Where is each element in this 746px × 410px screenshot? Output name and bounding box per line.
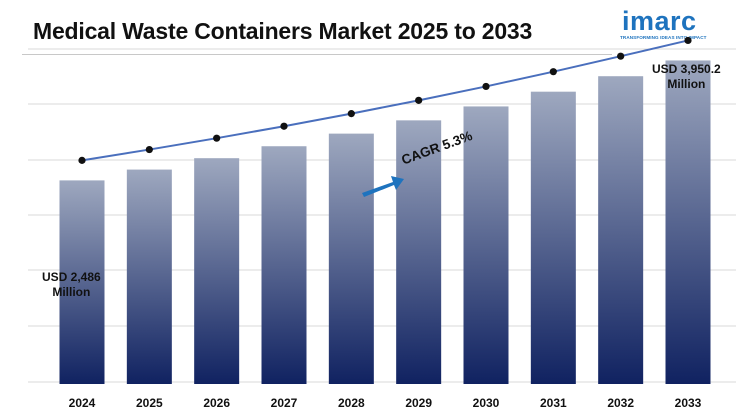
start-value-line2: Million [52,285,91,299]
x-tick-2025: 2025 [136,396,163,410]
trend-point-2024 [78,156,86,164]
bar-2031 [530,91,576,384]
trend-line [78,36,692,164]
end-value-line1: USD 3,950.2 [652,62,721,76]
x-tick-2028: 2028 [338,396,365,410]
x-tick-2031: 2031 [540,396,567,410]
x-tick-2029: 2029 [405,396,432,410]
cagr-arrow-shape [362,176,404,197]
start-value-line1: USD 2,486 [42,270,101,284]
bar-2033 [665,60,711,384]
trend-point-2027 [280,122,288,130]
x-tick-2027: 2027 [271,396,298,410]
x-tick-2026: 2026 [203,396,230,410]
bar-2026 [194,158,240,384]
x-tick-2032: 2032 [607,396,634,410]
title-divider [22,54,612,55]
trend-point-2029 [415,96,423,104]
chart-title: Medical Waste Containers Market 2025 to … [33,18,533,44]
trend-point-2025 [145,145,153,154]
trend-point-2033 [684,36,692,45]
start-value-label: USD 2,486 Million [42,270,101,300]
bar-2030 [463,106,509,385]
trend-polyline [81,39,689,162]
bar-2032 [598,76,644,384]
bar-2028 [328,133,374,384]
bar-2025 [126,169,172,384]
bar-2029 [396,120,442,384]
x-tick-2024: 2024 [69,396,96,410]
x-tick-2033: 2033 [675,396,702,410]
x-tick-2030: 2030 [473,396,500,410]
trend-point-2031 [549,68,557,76]
end-value-line2: Million [667,77,706,91]
logo-wordmark: imarc [622,6,697,36]
end-value-label: USD 3,950.2 Million [652,62,721,92]
trend-point-2032 [617,52,625,60]
imarc-logo: imarc TRANSFORMING IDEAS INTO IMPACT [620,6,736,46]
trend-point-2030 [482,82,490,91]
bar-2024 [59,180,105,384]
logo-tagline: TRANSFORMING IDEAS INTO IMPACT [620,35,707,40]
bar-2027 [261,146,307,384]
x-axis-labels: 2024 2025 2026 2027 2028 2029 2030 2031 2032 2033 [69,396,702,410]
bars [59,60,711,385]
trend-point-2028 [347,110,355,118]
cagr-arrow [362,176,404,197]
trend-point-2026 [213,134,221,142]
